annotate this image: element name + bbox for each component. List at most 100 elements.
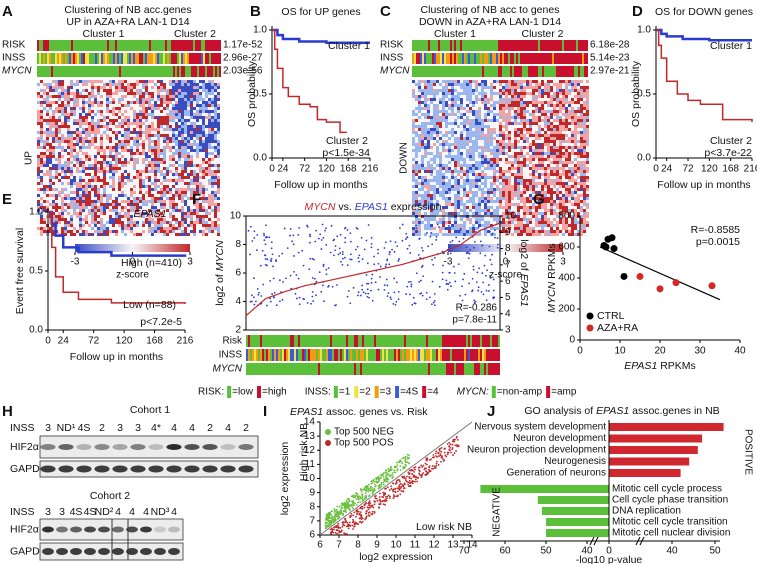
annotation-cell: [500, 53, 502, 64]
heatmap-cell: [205, 212, 208, 215]
heatmap-cell: [430, 119, 433, 122]
annotation-cell: [39, 53, 41, 64]
heatmap-cell: [94, 137, 97, 140]
heatmap-cell: [193, 167, 196, 170]
heatmap-cell: [166, 146, 169, 149]
heatmap-cell: [511, 98, 514, 101]
heatmap-cell: [526, 110, 529, 113]
heatmap-cell: [115, 116, 118, 119]
heatmap-cell: [100, 152, 103, 155]
heatmap-cell: [454, 104, 457, 107]
heatmap-cell: [553, 131, 556, 134]
heatmap-cell: [460, 89, 463, 92]
heatmap-cell: [208, 131, 211, 134]
heatmap-cell: [472, 140, 475, 143]
heatmap-cell: [73, 104, 76, 107]
heatmap-cell: [85, 152, 88, 155]
heatmap-cell: [94, 221, 97, 224]
heatmap-cell: [136, 131, 139, 134]
heatmap-cell: [178, 92, 181, 95]
heatmap-cell: [88, 80, 91, 83]
heatmap-cell: [61, 119, 64, 122]
heatmap-cell: [55, 122, 58, 125]
heatmap-cell: [145, 107, 148, 110]
heatmap-cell: [208, 191, 211, 194]
heatmap-cell: [547, 131, 550, 134]
annotation-cell: [193, 40, 195, 51]
heatmap-cell: [172, 167, 175, 170]
heatmap-cell: [205, 185, 208, 188]
heatmap-cell: [55, 191, 58, 194]
heatmap-cell: [178, 116, 181, 119]
heatmap-cell: [73, 125, 76, 128]
heatmap-cell: [91, 167, 94, 170]
heatmap-cell: [103, 161, 106, 164]
annotation-cell: [179, 40, 181, 51]
heatmap-cell: [85, 185, 88, 188]
heatmap-cell: [199, 143, 202, 146]
heatmap-cell: [490, 116, 493, 119]
heatmap-cell: [190, 140, 193, 143]
heatmap-cell: [574, 137, 577, 140]
heatmap-cell: [130, 185, 133, 188]
heatmap-cell: [88, 209, 91, 212]
heatmap-cell: [82, 203, 85, 206]
heatmap-cell: [481, 116, 484, 119]
annotation-cell: [219, 66, 221, 77]
heatmap-cell: [151, 188, 154, 191]
heatmap-cell: [202, 104, 205, 107]
heatmap-cell: [145, 191, 148, 194]
heatmap-cell: [55, 113, 58, 116]
heatmap-cell: [532, 92, 535, 95]
heatmap-cell: [55, 221, 58, 224]
heatmap-cell: [187, 80, 190, 83]
heatmap-cell: [124, 122, 127, 125]
heatmap-cell: [514, 125, 517, 128]
heatmap-cell: [67, 188, 70, 191]
heatmap-cell: [145, 128, 148, 131]
heatmap-cell: [532, 113, 535, 116]
heatmap-cell: [115, 227, 118, 230]
heatmap-cell: [481, 128, 484, 131]
annotation-cell: [414, 40, 416, 51]
heatmap-cell: [118, 200, 121, 203]
annotation-cell: [454, 53, 456, 64]
heatmap-cell: [568, 122, 571, 125]
heatmap-cell: [214, 182, 217, 185]
heatmap-cell: [106, 191, 109, 194]
heatmap-cell: [463, 122, 466, 125]
heatmap-cell: [514, 86, 517, 89]
heatmap-cell: [136, 185, 139, 188]
heatmap-cell: [202, 185, 205, 188]
annotation-cell: [428, 53, 430, 64]
heatmap-cell: [178, 191, 181, 194]
heatmap-cell: [571, 128, 574, 131]
heatmap-cell: [64, 188, 67, 191]
heatmap-cell: [181, 146, 184, 149]
colorbar-label: z-score: [116, 270, 149, 281]
heatmap-cell: [58, 89, 61, 92]
annotation-cell: [111, 66, 113, 77]
heatmap-cell: [205, 152, 208, 155]
heatmap-cell: [193, 212, 196, 215]
heatmap-cell: [211, 146, 214, 149]
heatmap-cell: [517, 92, 520, 95]
heatmap-cell: [154, 230, 157, 233]
heatmap-cell: [415, 104, 418, 107]
heatmap-cell: [217, 170, 220, 173]
annotation-cell: [181, 66, 183, 77]
heatmap-cell: [172, 209, 175, 212]
heatmap-cell: [565, 128, 568, 131]
heatmap-cell: [442, 95, 445, 98]
heatmap-cell: [505, 110, 508, 113]
heatmap-cell: [103, 83, 106, 86]
heatmap-cell: [43, 161, 46, 164]
heatmap-cell: [583, 104, 586, 107]
heatmap-cell: [148, 176, 151, 179]
heatmap-cell: [157, 104, 160, 107]
heatmap-cell: [193, 92, 196, 95]
heatmap-cell: [436, 95, 439, 98]
heatmap-cell: [172, 191, 175, 194]
heatmap-cell: [40, 221, 43, 224]
annotation-cell: [179, 53, 181, 64]
